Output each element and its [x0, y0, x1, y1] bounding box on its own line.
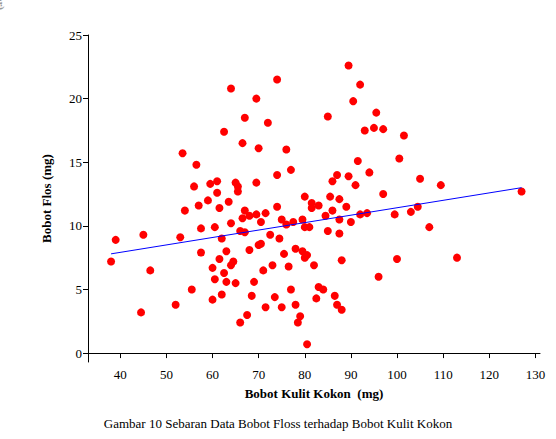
svg-text:110: 110 [434, 367, 453, 382]
svg-text:60: 60 [206, 367, 219, 382]
svg-text:50: 50 [160, 367, 173, 382]
svg-text:40: 40 [114, 367, 127, 382]
svg-text:0: 0 [76, 346, 83, 361]
svg-text:10: 10 [69, 218, 82, 233]
svg-text:70: 70 [252, 367, 265, 382]
svg-text:120: 120 [480, 367, 500, 382]
svg-text:20: 20 [69, 91, 82, 106]
svg-text:90: 90 [344, 367, 357, 382]
svg-text:Bobot Kulit Kokon (mg): Bobot Kulit Kokon (mg) [245, 386, 384, 401]
svg-text:25: 25 [69, 28, 82, 43]
svg-text:130: 130 [526, 367, 546, 382]
svg-text:15: 15 [69, 155, 82, 170]
svg-text:5: 5 [76, 282, 83, 297]
svg-text:k cipta milik IPB (Institut Pe: k cipta milik IPB (Institut Pertanian Bo… [0, 0, 7, 10]
svg-text:100: 100 [387, 367, 407, 382]
svg-text:Gambar 10 Sebaran Data Bobot F: Gambar 10 Sebaran Data Bobot Floss terha… [104, 416, 453, 431]
svg-text:80: 80 [298, 367, 311, 382]
svg-text:Bobot Flos (mg): Bobot Flos (mg) [39, 154, 54, 243]
